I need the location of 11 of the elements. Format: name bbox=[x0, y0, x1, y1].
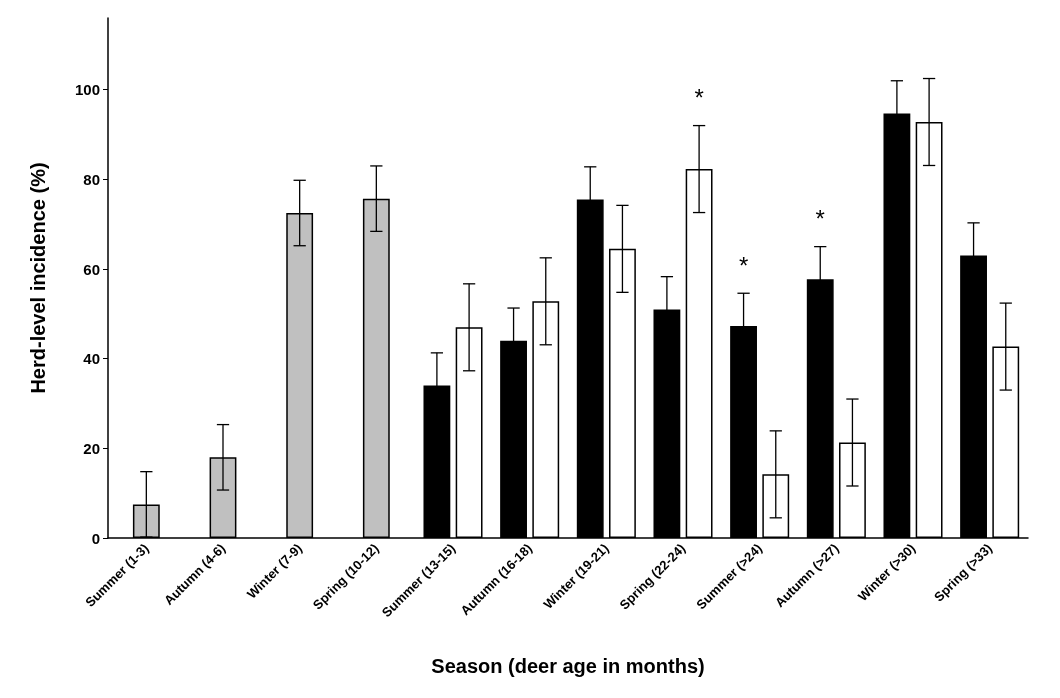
y-tick-label: 20 bbox=[83, 439, 100, 457]
y-tick-label: 0 bbox=[91, 529, 100, 547]
y-tick-label: 100 bbox=[74, 81, 100, 99]
y-axis-title: Herd-level incidence (%) bbox=[27, 162, 49, 394]
y-tick-label: 40 bbox=[83, 350, 100, 368]
annotation: * bbox=[694, 84, 704, 112]
x-axis-title: Season (deer age in months) bbox=[431, 655, 705, 677]
annotation: * bbox=[815, 205, 825, 233]
y-tick-label: 60 bbox=[83, 260, 100, 278]
y-tick-label: 80 bbox=[83, 170, 100, 188]
annotation: * bbox=[738, 251, 749, 279]
